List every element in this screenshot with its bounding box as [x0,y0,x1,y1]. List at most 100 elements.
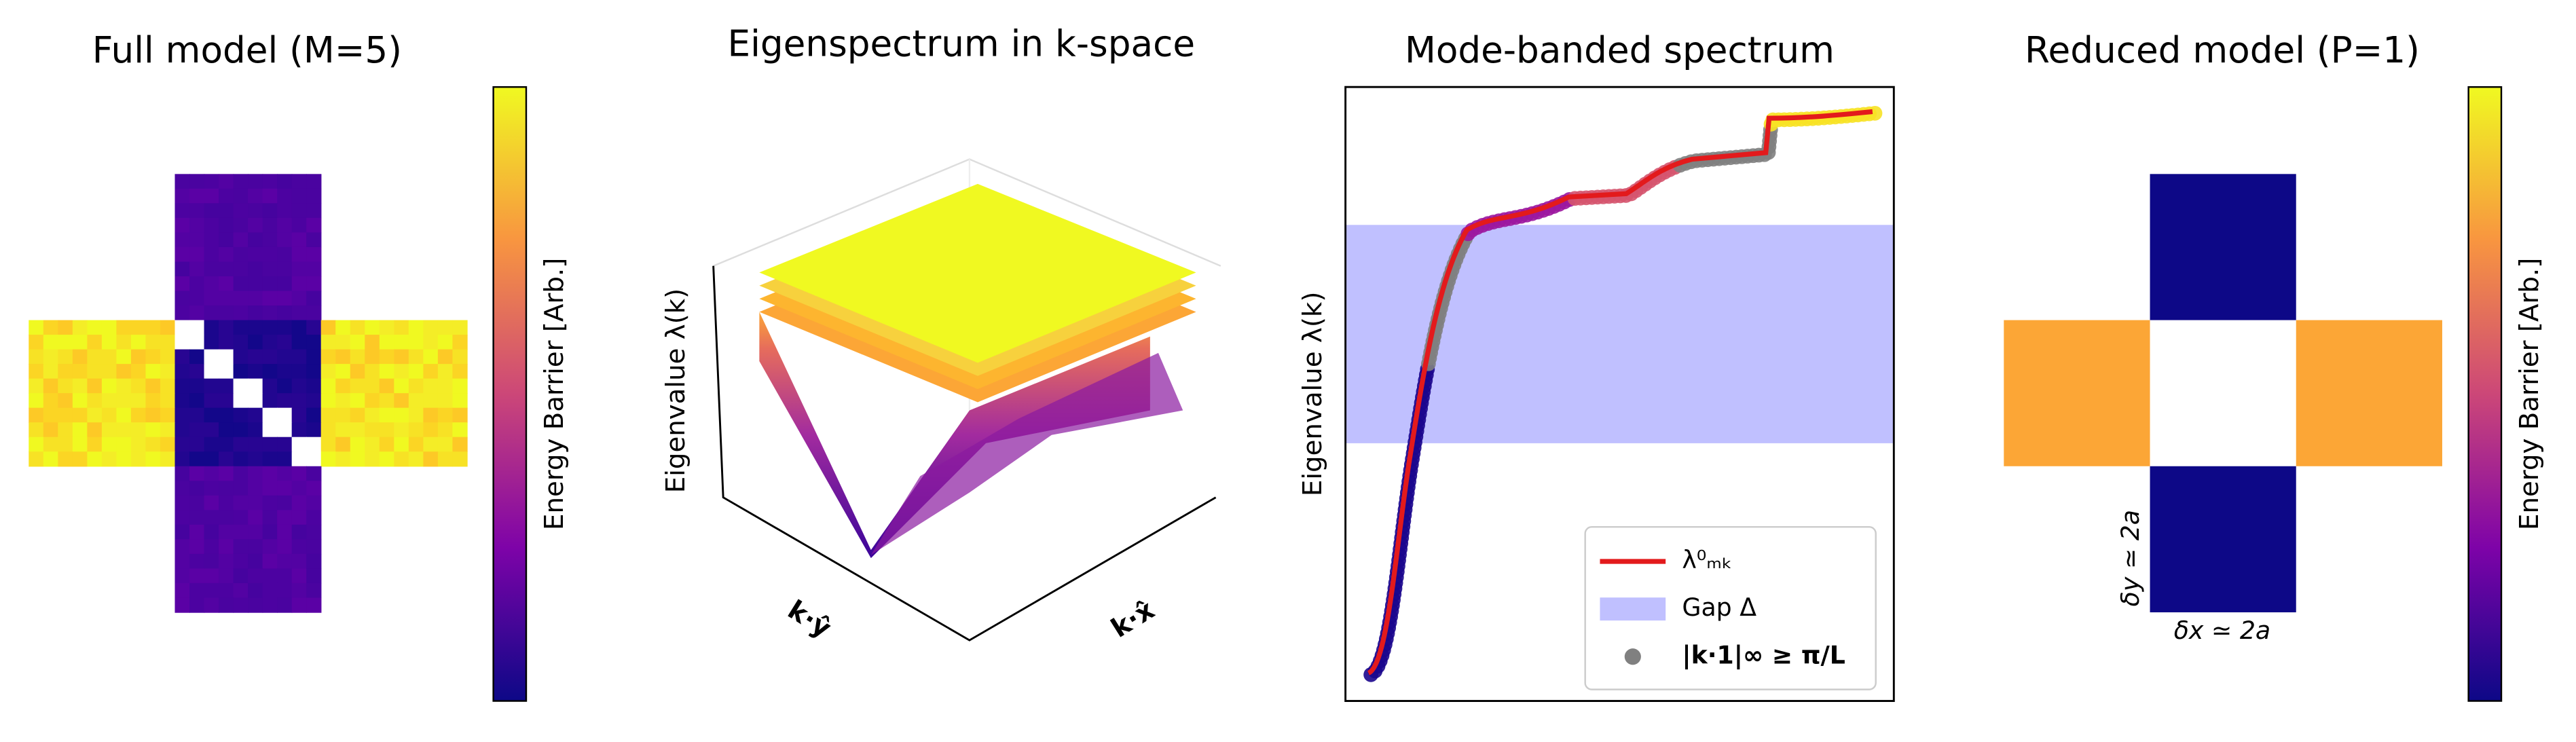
cell [408,393,424,409]
cell [219,539,234,555]
cell [248,217,263,234]
cell [335,320,351,335]
cell [72,422,88,438]
cell [72,407,88,423]
cell [262,291,278,306]
cell [219,291,234,306]
legend-label: |k·1|∞ ≥ π/L [1682,640,1845,669]
cell [423,393,439,409]
cell [204,451,219,467]
cell [291,481,307,496]
cell [219,246,234,263]
cell [189,335,205,350]
cell [379,451,395,467]
cell [306,524,322,540]
cell [277,203,293,219]
cell [174,203,190,219]
cell [219,188,234,204]
cell [87,320,103,335]
cell [189,422,205,438]
cell [248,597,263,613]
cell [204,568,219,584]
cell [350,393,366,409]
cell [29,349,44,365]
cell [408,335,424,350]
cell [350,335,366,350]
cell [219,335,234,350]
cell [174,364,190,379]
cell [204,364,219,379]
cell [160,393,176,409]
cell [219,393,234,409]
cell [408,437,424,452]
cell [277,407,293,423]
cell [160,364,176,379]
cell [277,510,293,525]
cell [189,246,205,263]
cell [277,437,293,452]
cell [204,261,219,277]
cell [43,422,59,438]
cell [379,407,395,423]
cell [204,481,219,496]
cell [29,378,44,394]
cell [248,553,263,570]
cell [408,422,424,438]
cell [219,422,234,438]
cell [262,203,278,219]
cell [394,378,409,394]
cell [379,422,395,438]
cell [174,291,190,306]
cell [291,305,307,321]
cell [58,320,73,335]
cell [189,174,205,189]
cell [394,407,409,423]
cell [262,232,278,248]
cell [72,393,88,409]
cell [277,232,293,248]
cell [335,349,351,365]
cell [437,451,454,467]
cell [248,524,263,540]
cell [262,582,278,599]
cell [204,524,219,540]
cell [101,320,117,335]
cell [248,291,263,306]
cell [262,553,278,570]
cell [262,378,278,394]
cell [248,335,263,350]
cell [262,437,278,452]
cell [306,349,322,365]
cell [306,597,322,613]
cell [394,437,409,452]
cell [130,349,147,365]
cell [306,568,322,584]
legend-swatch [1624,648,1641,665]
cell [262,364,278,379]
cell [437,407,454,423]
cell [116,393,132,409]
cell [204,246,219,263]
cell [174,422,190,438]
cell [423,422,439,438]
cell [306,188,322,204]
cell [101,407,117,423]
cell [233,597,249,613]
cell [379,335,395,350]
cell [43,364,59,379]
cell [189,495,205,511]
cell [437,364,454,379]
cell [437,422,454,438]
cell [219,582,234,599]
cell [204,553,219,570]
cell [130,437,147,452]
annotation: δx ≃ 2a [2174,616,2270,645]
cell [394,335,409,350]
cell [277,481,293,496]
cell [277,422,293,438]
cell [43,437,59,452]
cell [233,364,249,379]
cell [248,203,263,219]
cell [350,437,366,452]
cell [189,437,205,452]
